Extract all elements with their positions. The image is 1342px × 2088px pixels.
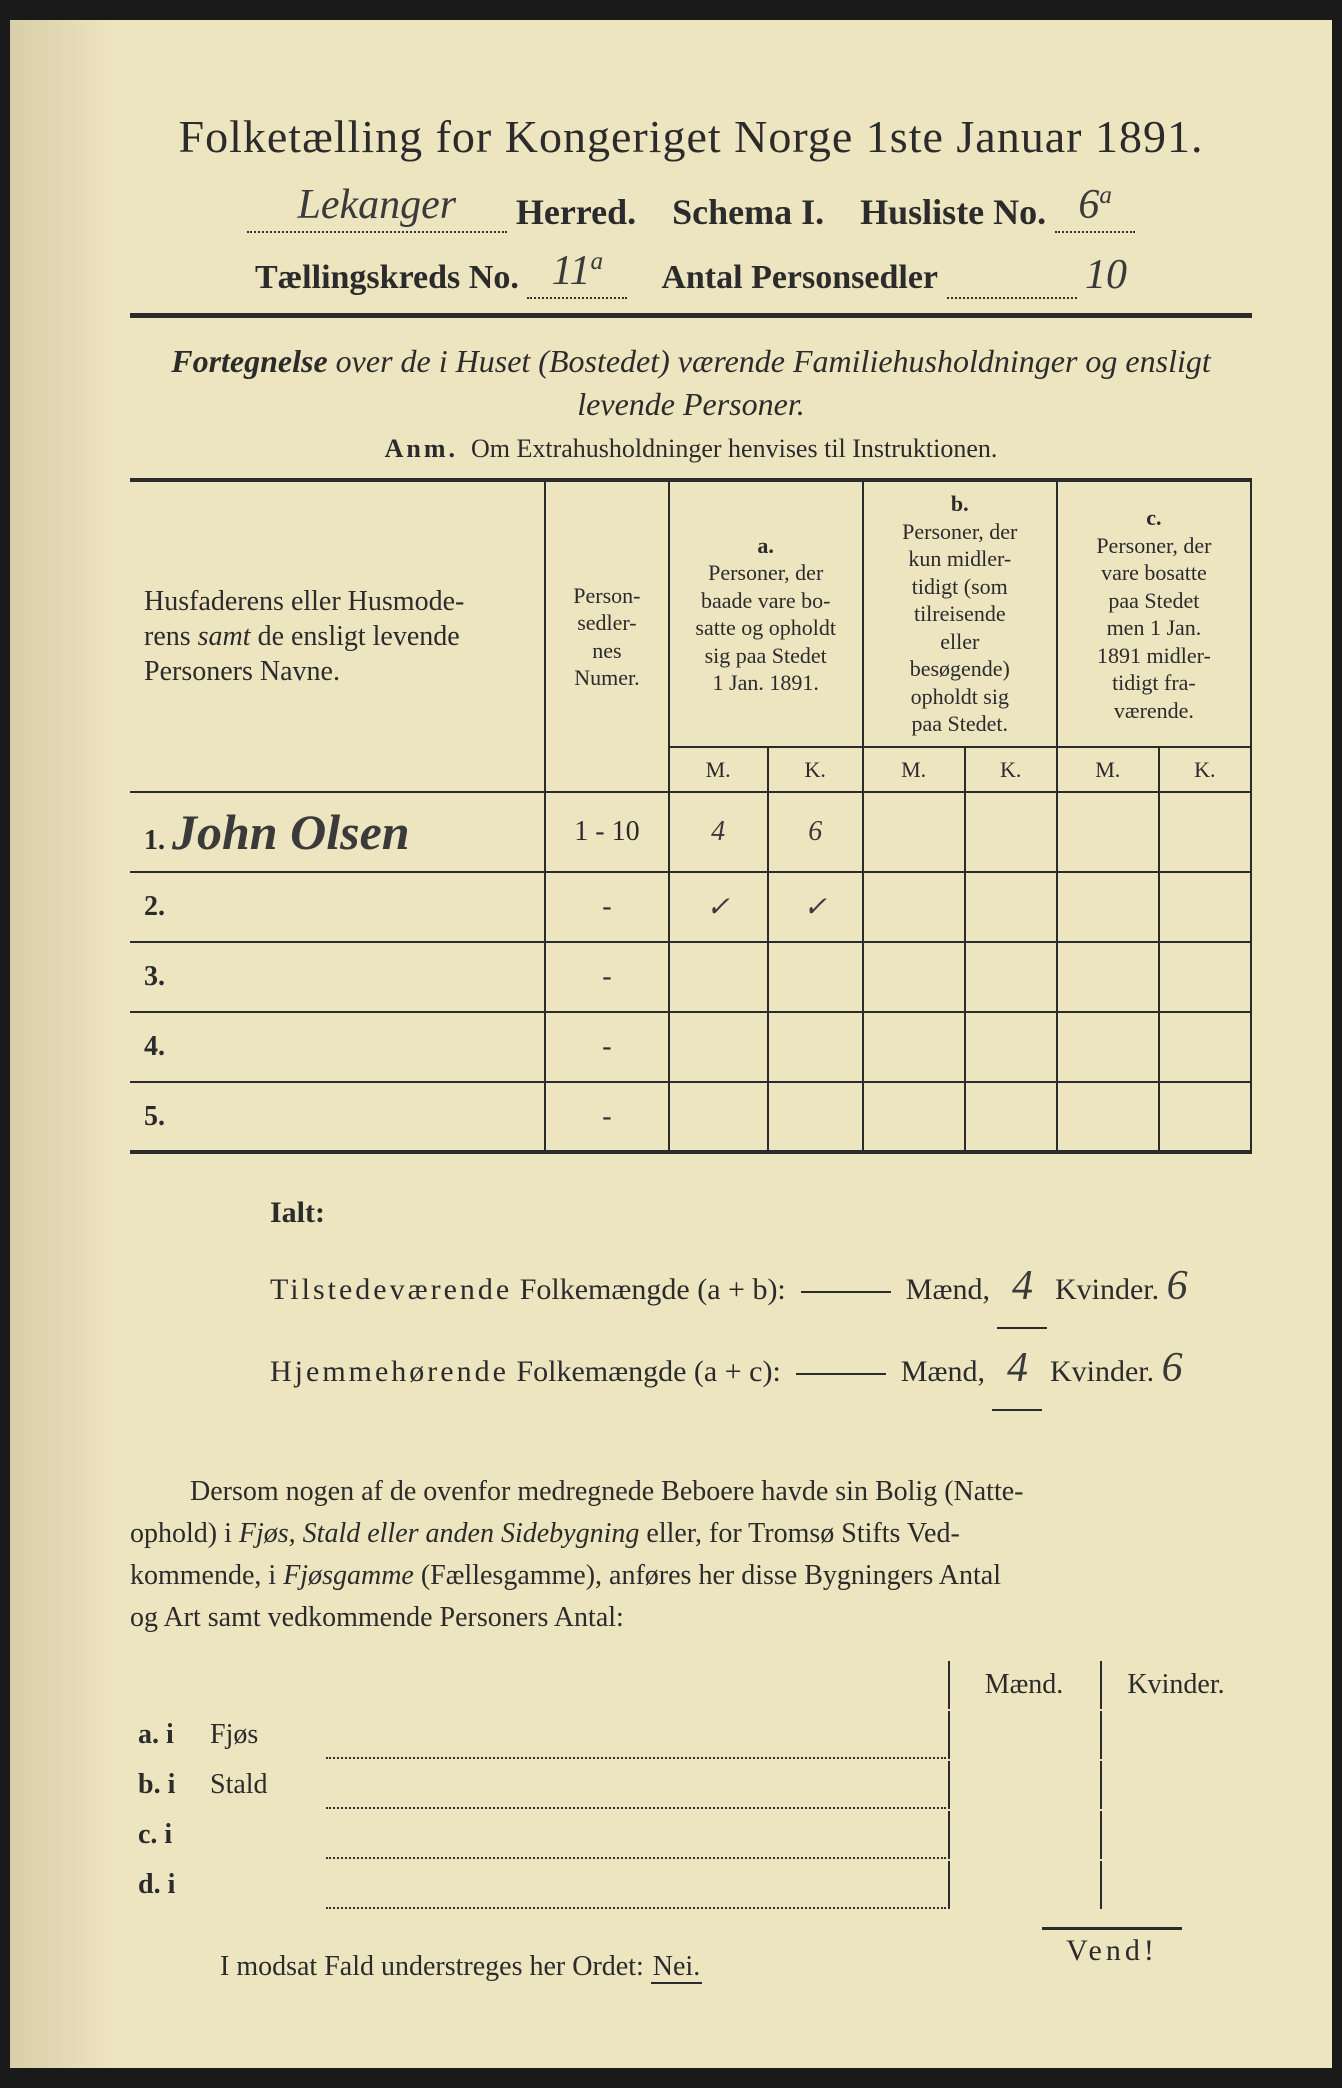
row-bK xyxy=(965,1012,1057,1082)
row-sedler: - xyxy=(545,942,668,1012)
header-name: Husfaderens eller Husmode-rens samt de e… xyxy=(130,481,545,792)
byg-row: b. iStald xyxy=(132,1761,1250,1809)
ialt2-m: 4 xyxy=(992,1329,1042,1411)
ialt1-m: 4 xyxy=(997,1247,1047,1329)
hdr-a-k: K. xyxy=(768,747,863,793)
row-bK xyxy=(965,872,1057,942)
row-bM xyxy=(863,1082,965,1152)
ialt1-k: 6 xyxy=(1167,1247,1207,1327)
row-sedler: - xyxy=(545,1082,668,1152)
row-bK xyxy=(965,1082,1057,1152)
row-aK xyxy=(768,1082,863,1152)
row-cK xyxy=(1159,872,1251,942)
header-a: a. Personer, derbaade vare bo-satte og o… xyxy=(669,481,863,747)
row-num: 5. xyxy=(130,1082,545,1152)
header-sedler: Person-sedler-nesNumer. xyxy=(545,481,668,792)
byg-row: c. i xyxy=(132,1811,1250,1859)
row-num: 1. John Olsen xyxy=(130,792,545,872)
row-bM xyxy=(863,1012,965,1082)
herred-label: Herred. xyxy=(516,192,636,232)
vend-label: Vend! xyxy=(1042,1927,1182,1968)
ialt-block: Ialt: Tilstedeværende Folkemængde (a + b… xyxy=(130,1184,1252,1411)
row-bM xyxy=(863,792,965,872)
hdr-b-m: M. xyxy=(863,747,965,793)
ialt-line-2: Hjemmehørende Folkemængde (a + c): Mænd,… xyxy=(270,1329,1252,1411)
nei-word: Nei. xyxy=(651,1951,702,1984)
row-sedler: - xyxy=(545,1012,668,1082)
ialt-line-1: Tilstedeværende Folkemængde (a + b): Mæn… xyxy=(270,1247,1252,1329)
row-aM: ✓ xyxy=(669,872,768,942)
row-cK xyxy=(1159,792,1251,872)
husliste-no: 6a xyxy=(1055,181,1135,233)
row-bK xyxy=(965,942,1057,1012)
herred-name: Lekanger xyxy=(247,181,507,233)
bygning-table: Mænd. Kvinder. a. iFjøsb. iStaldc. id. i xyxy=(130,1659,1252,1911)
row-aK: ✓ xyxy=(768,872,863,942)
kreds-line: Tællingskreds No. 11a Antal Personsedler… xyxy=(130,247,1252,299)
row-cK xyxy=(1159,942,1251,1012)
byg-hdr-m: Mænd. xyxy=(948,1661,1098,1709)
row-bM xyxy=(863,942,965,1012)
antal-value: 10 xyxy=(1085,252,1127,298)
census-form-page: Folketælling for Kongeriget Norge 1ste J… xyxy=(10,20,1332,2068)
row-aK: 6 xyxy=(768,792,863,872)
table-row: 4. - xyxy=(130,1012,1251,1082)
table-row: 5. - xyxy=(130,1082,1251,1152)
antal-dots xyxy=(947,257,1077,299)
row-cM xyxy=(1057,792,1159,872)
schema-label: Schema I. xyxy=(672,192,824,232)
main-table: Husfaderens eller Husmode-rens samt de e… xyxy=(130,480,1252,1154)
row-cK xyxy=(1159,1082,1251,1152)
byg-row: a. iFjøs xyxy=(132,1711,1250,1759)
table-header: Husfaderens eller Husmode-rens samt de e… xyxy=(130,481,1251,792)
header-c: c. Personer, dervare bosattepaa Stedetme… xyxy=(1057,481,1251,747)
byg-hdr-k: Kvinder. xyxy=(1100,1661,1250,1709)
row-aM xyxy=(669,1082,768,1152)
header-b: b. Personer, derkun midler-tidigt (somti… xyxy=(863,481,1057,747)
hdr-c-m: M. xyxy=(1057,747,1159,793)
row-cM xyxy=(1057,942,1159,1012)
row-num: 4. xyxy=(130,1012,545,1082)
row-aM xyxy=(669,1012,768,1082)
table-row: 1. John Olsen1 - 1046 xyxy=(130,792,1251,872)
husliste-label: Husliste No. xyxy=(860,192,1046,232)
hdr-b-k: K. xyxy=(965,747,1057,793)
row-bM xyxy=(863,872,965,942)
row-aK xyxy=(768,1012,863,1082)
row-num: 3. xyxy=(130,942,545,1012)
kreds-no: 11a xyxy=(527,247,627,299)
herred-line: Lekanger Herred. Schema I. Husliste No. … xyxy=(130,181,1252,233)
form-title: Folketælling for Kongeriget Norge 1ste J… xyxy=(130,110,1252,163)
table-row: 3. - xyxy=(130,942,1251,1012)
byg-header-row: Mænd. Kvinder. xyxy=(132,1661,1250,1709)
row-sedler: 1 - 10 xyxy=(545,792,668,872)
row-cM xyxy=(1057,1082,1159,1152)
row-aM xyxy=(669,942,768,1012)
table-row: 2. -✓✓ xyxy=(130,872,1251,942)
byg-row: d. i xyxy=(132,1861,1250,1909)
row-aK xyxy=(768,942,863,1012)
row-aM: 4 xyxy=(669,792,768,872)
row-cM xyxy=(1057,1012,1159,1082)
ialt-title: Ialt: xyxy=(270,1184,1252,1241)
row-cM xyxy=(1057,872,1159,942)
kreds-label: Tællingskreds No. xyxy=(255,259,519,296)
fortegnelse-text: Fortegnelse over de i Huset (Bostedet) v… xyxy=(130,340,1252,426)
ialt2-k: 6 xyxy=(1162,1329,1202,1409)
dersom-paragraph: Dersom nogen af de ovenfor medregnede Be… xyxy=(130,1471,1252,1639)
hdr-c-k: K. xyxy=(1159,747,1251,793)
table-body: 1. John Olsen1 - 10462. -✓✓3. -4. -5. - xyxy=(130,792,1251,1152)
row-cK xyxy=(1159,1012,1251,1082)
antal-label: Antal Personsedler xyxy=(661,259,938,296)
hdr-a-m: M. xyxy=(669,747,768,793)
row-bK xyxy=(965,792,1057,872)
divider-1 xyxy=(130,313,1252,318)
row-sedler: - xyxy=(545,872,668,942)
row-num: 2. xyxy=(130,872,545,942)
anm-line: Anm. Om Extrahusholdninger henvises til … xyxy=(130,434,1252,464)
